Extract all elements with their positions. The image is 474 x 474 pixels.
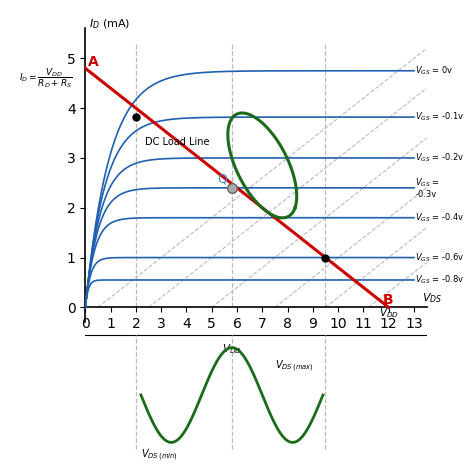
Text: $V_{DD}$: $V_{DD}$ — [222, 343, 242, 356]
Text: $V_{DS\,(min)}$: $V_{DS\,(min)}$ — [141, 447, 178, 463]
Text: $V_{GS}$ = 0v: $V_{GS}$ = 0v — [415, 64, 454, 77]
Text: A: A — [88, 55, 99, 69]
Text: B: B — [383, 293, 393, 307]
Text: $V_{DS}$: $V_{DS}$ — [421, 291, 442, 305]
Text: $I_D$ (mA): $I_D$ (mA) — [89, 18, 130, 31]
Text: $V_{GS}$ =
-0.3v: $V_{GS}$ = -0.3v — [415, 176, 440, 199]
Text: $V_{DS\,(max)}$: $V_{DS\,(max)}$ — [275, 359, 314, 374]
Text: Q: Q — [217, 173, 227, 186]
Text: $V_{GS}$ = -0.6v: $V_{GS}$ = -0.6v — [415, 251, 465, 264]
Text: $I_D = \dfrac{V_{DD}}{R_D + R_S}$: $I_D = \dfrac{V_{DD}}{R_D + R_S}$ — [19, 66, 73, 90]
Text: $V_{GS}$ = -0.4v: $V_{GS}$ = -0.4v — [415, 211, 465, 224]
Text: $V_{GS}$ = -0.8v: $V_{GS}$ = -0.8v — [415, 273, 465, 286]
Text: DC Load Line: DC Load Line — [145, 137, 209, 147]
Text: $V_{GS}$ = -0.1v: $V_{GS}$ = -0.1v — [415, 111, 465, 123]
Text: $V_{DD}$: $V_{DD}$ — [379, 306, 399, 320]
Text: $V_{GS}$ = -0.2v: $V_{GS}$ = -0.2v — [415, 152, 465, 164]
